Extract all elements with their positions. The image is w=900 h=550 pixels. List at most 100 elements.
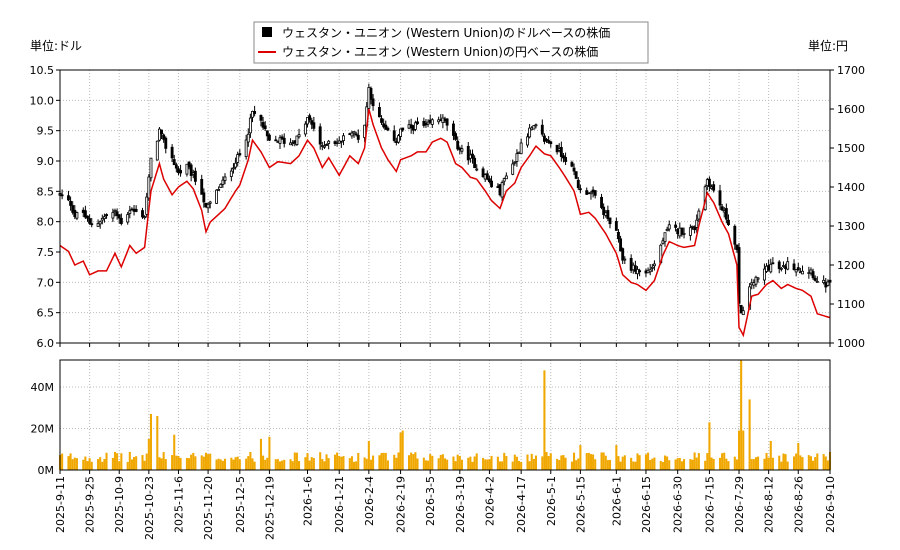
volume-tick-label: 20M [31,422,55,435]
volume-bar [276,459,279,470]
left-tick-label: 9.0 [37,155,55,168]
volume-bar [219,459,222,470]
candle-body [786,261,790,270]
volume-bar [238,459,241,470]
candle-body [318,126,322,145]
candle-body [693,227,697,231]
volume-tick-label: 0M [38,464,55,477]
volume-bar [384,452,387,470]
volume-bar [310,457,313,470]
volume-bar [826,460,829,470]
candle-body [141,210,144,218]
volume-bar [143,460,146,470]
candle-body [733,225,737,245]
left-tick-label: 9.5 [37,125,55,138]
volume-bar [663,455,667,470]
volume-bar [793,456,796,470]
candle-body [617,231,620,240]
candle-body [487,178,491,182]
volume-bar [778,455,781,470]
candle-body [354,133,358,136]
date-tick-label: 2026-2-19 [395,476,408,533]
volume-bar [623,455,626,470]
candle-body [179,170,183,174]
volume-bar [725,458,728,470]
candle-body [540,124,544,135]
left-tick-label: 10.5 [30,64,55,77]
volume-bar [353,461,356,470]
candle-body [392,130,396,141]
candle-body [261,122,265,128]
volume-bar [147,438,150,470]
date-tick-label: 2026-4-2 [483,476,496,526]
volume-bar [767,457,770,470]
candle-body [815,280,819,283]
volume-bar [416,458,419,470]
date-tick-label: 2026-7-15 [703,476,716,533]
volume-bar [120,453,123,470]
candle-body [822,279,826,284]
candle-body [253,111,257,114]
candle-body [614,221,618,231]
volume-bar [674,459,677,470]
candle-body [475,168,479,171]
candle-body [471,153,474,159]
volume-bar [369,459,372,470]
date-tick-label: 2026-8-12 [763,476,776,533]
volume-bar [443,458,447,470]
volume-bar [771,457,774,470]
candle-body [769,263,773,273]
volume-bar [192,452,195,470]
candle-body [648,269,652,273]
date-tick-label: 2026-3-5 [424,476,437,526]
candle-body [589,191,593,195]
candle-body [295,135,299,145]
candle-body [680,227,684,235]
candle-body [682,232,686,235]
candle-body [134,208,138,212]
candle-body [500,182,504,198]
candle-body [342,135,345,141]
volume-bar [441,454,444,470]
volume-bar [505,456,508,470]
left-axis-unit: 単位:ドル [30,38,82,53]
volume-bar [149,413,152,470]
date-tick-label: 2025-10-9 [113,476,126,533]
volume-bar [503,452,506,470]
volume-bar [427,460,430,470]
volume-bar [585,453,588,470]
candle-body [454,133,458,140]
volume-bar [543,370,546,470]
candle-body [160,129,163,135]
candle-body [485,173,489,180]
usd-candlesticks [58,83,832,316]
left-tick-label: 7.5 [37,246,55,259]
volume-bar [223,458,227,470]
candle-body [244,139,248,157]
candle-body [602,206,606,215]
volume-bar [814,457,817,470]
volume-bar [190,454,193,470]
volume-bar [221,460,224,470]
volume-bar [782,453,785,470]
candle-body [688,227,692,236]
volume-bar [363,457,366,470]
candle-body [720,206,724,211]
candle-body [695,219,699,228]
candle-body [371,98,375,107]
volume-bar [733,456,736,470]
candle-body [189,164,193,176]
volume-bar [659,460,662,470]
volume-bar [410,452,413,470]
candle-body [219,183,223,188]
volume-bar [634,461,637,470]
candle-body [413,122,417,130]
volume-bar [467,457,470,470]
candle-body [200,178,204,195]
candle-body [174,164,178,169]
date-tick-label: 2026-5-1 [545,476,558,526]
candle-body [515,153,519,162]
candle-body [369,87,373,100]
volume-bar [253,461,256,470]
